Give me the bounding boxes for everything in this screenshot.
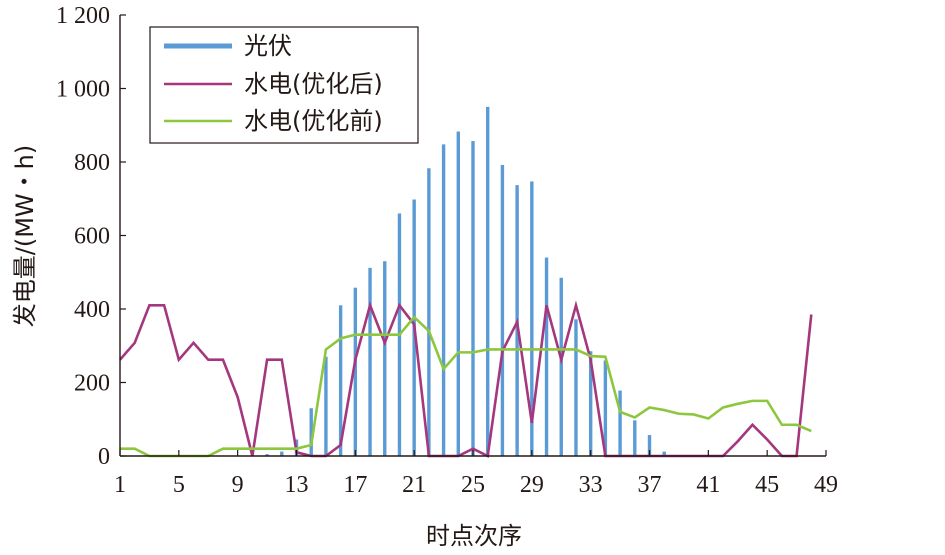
legend: 光伏 水电(优化后) 水电(优化前)	[149, 26, 419, 144]
x-tick-label: 21	[402, 472, 426, 498]
x-tick-label: 17	[343, 472, 367, 498]
line-series-2	[120, 315, 812, 458]
y-tick-label: 0	[98, 444, 110, 470]
legend-label-hydro-before: 水电(优化前)	[244, 107, 383, 135]
x-tick-label: 1	[114, 472, 126, 498]
bar-pv-30	[544, 257, 549, 456]
x-tick-label: 9	[232, 472, 244, 498]
x-tick-label: 25	[461, 472, 485, 498]
lines-layer	[119, 300, 813, 458]
bar-pv-22	[427, 168, 431, 456]
x-tick-label: 5	[173, 472, 185, 498]
x-tick-label: 29	[520, 472, 544, 498]
bar-pv-38	[662, 451, 666, 456]
bar-pv-24	[456, 131, 460, 456]
x-tick-label: 41	[696, 472, 720, 498]
bars-layer	[265, 106, 666, 457]
tick-labels: 1 5 9 13 17 21 25 29 33 37 41 45 49 0 200 400 600 800 1 00…	[56, 3, 838, 498]
y-tick-label: 1 000	[56, 77, 110, 103]
bar-pv-17	[353, 287, 358, 456]
y-tick-label: 1 200	[56, 3, 110, 29]
x-tick-label: 45	[755, 472, 779, 498]
bar-pv-26	[486, 106, 490, 457]
bar-pv-12	[280, 451, 284, 456]
bar-pv-32	[574, 319, 578, 456]
bar-pv-36	[633, 420, 637, 456]
y-tick-label: 400	[74, 297, 110, 323]
bar-pv-19	[383, 261, 387, 456]
x-axis-title: 时点次序	[426, 522, 522, 550]
x-tick-label: 33	[579, 472, 603, 498]
bar-pv-16	[338, 305, 343, 456]
y-tick-label: 200	[74, 371, 110, 397]
bar-pv-35	[618, 390, 622, 456]
x-tick-label: 13	[285, 472, 309, 498]
bar-pv-27	[500, 164, 505, 456]
y-axis-title: 发电量/(MW・h)	[11, 145, 39, 327]
bar-pv-31	[559, 277, 563, 456]
line-series-1	[119, 300, 813, 458]
y-tick-label: 800	[74, 150, 110, 176]
x-tick-label: 37	[638, 472, 662, 498]
bar-pv-11	[265, 454, 269, 456]
legend-label-hydro-after: 水电(优化后)	[244, 70, 383, 98]
x-tick-label: 49	[814, 472, 838, 498]
bar-pv-15	[324, 356, 328, 456]
axes	[119, 14, 827, 457]
bar-pv-14	[309, 408, 313, 456]
bar-pv-33	[588, 351, 593, 456]
bar-pv-34	[603, 360, 608, 456]
y-tick-label: 600	[74, 224, 110, 250]
bar-pv-18	[368, 267, 372, 456]
bar-pv-23	[441, 144, 446, 457]
bar-pv-25	[471, 141, 475, 457]
legend-label-pv: 光伏	[244, 32, 292, 60]
bar-pv-29	[530, 181, 534, 457]
bar-pv-37	[647, 435, 652, 456]
